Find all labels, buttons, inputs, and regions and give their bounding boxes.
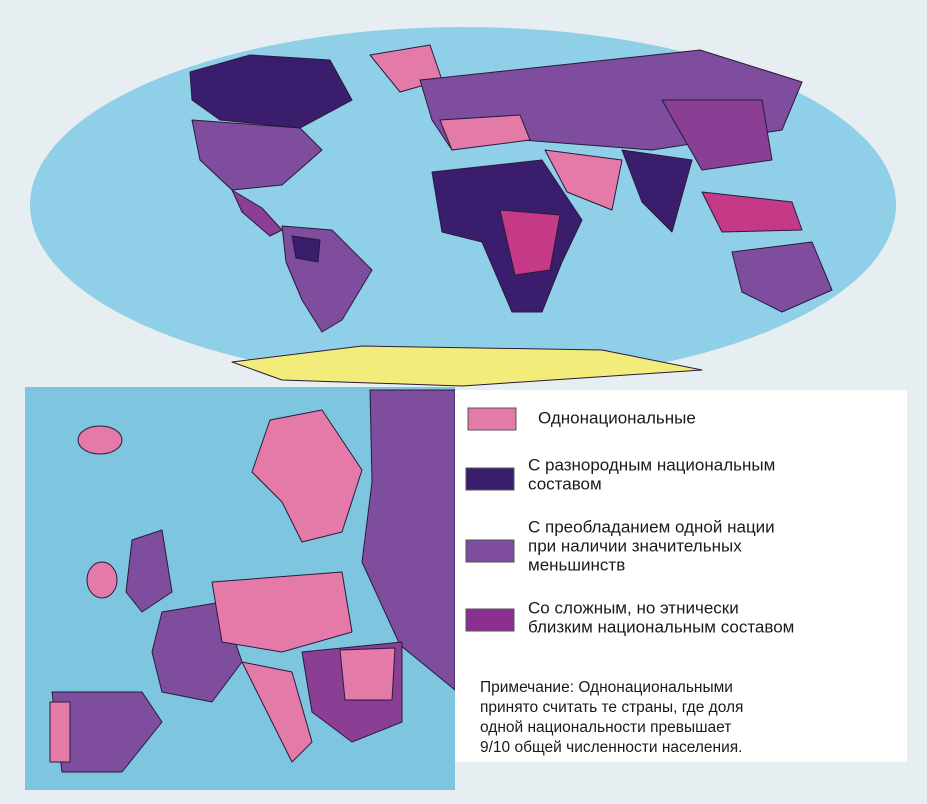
legend-label: С преобладанием одной нации [528, 517, 775, 536]
antarctica [231, 345, 703, 387]
canada [189, 54, 353, 129]
legend-swatch [465, 467, 515, 491]
legend-label: Однонациональные [538, 408, 696, 427]
europe-map [25, 387, 456, 790]
central-america [231, 189, 283, 237]
italy [241, 661, 313, 763]
legend-swatch [465, 608, 515, 632]
australia [731, 241, 833, 313]
romania [339, 647, 396, 701]
usa [191, 119, 323, 191]
china [661, 99, 773, 171]
legend-box [455, 390, 907, 762]
note: принято считать те страны, где доля [480, 699, 743, 716]
central-europe [211, 571, 353, 653]
andes [291, 235, 321, 263]
scandinavia [251, 409, 363, 543]
middle-east [544, 149, 623, 211]
note: одной национальности превышает [480, 719, 731, 736]
iceland [77, 425, 123, 455]
ireland [86, 561, 118, 599]
southeast-asia [701, 191, 803, 233]
legend-swatch [465, 539, 515, 563]
legend-label: меньшинств [528, 555, 625, 574]
note: Примечание: Однонациональными [480, 679, 733, 696]
note: 9/10 общей численности населения. [480, 739, 742, 756]
portugal [49, 701, 71, 763]
legend-label: Со сложным, но этнически [528, 598, 739, 617]
central-africa [499, 209, 561, 276]
legend-label: составом [528, 474, 602, 493]
south-asia [621, 149, 693, 233]
legend-swatch [467, 407, 517, 431]
legend-label: С разнородным национальным [528, 455, 775, 474]
britain [125, 529, 173, 613]
legend-label: при наличии значительных [528, 536, 742, 555]
legend-label: близким национальным составом [528, 617, 794, 636]
europe [439, 114, 531, 151]
world-map [30, 27, 896, 387]
